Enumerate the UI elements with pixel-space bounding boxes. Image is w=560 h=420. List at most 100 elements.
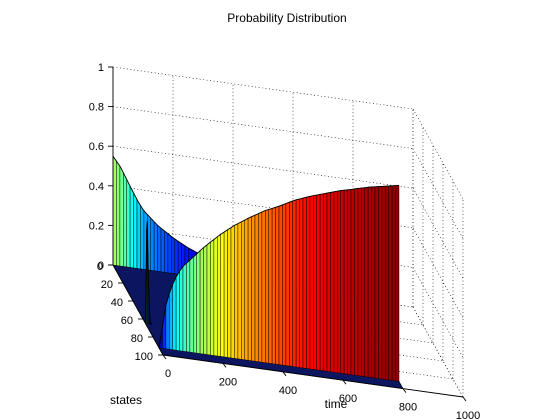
y-tick-label: 0	[97, 261, 103, 273]
surface-facet	[213, 236, 218, 357]
y-tick-label: 80	[131, 333, 143, 345]
surface-ribbon-state-92	[158, 184, 400, 382]
surface-facet	[306, 196, 311, 370]
surface-facet	[227, 227, 232, 359]
surface-facet	[354, 188, 359, 376]
x-tick-label: 400	[279, 385, 297, 397]
surface-facet	[129, 186, 134, 269]
surface-facet	[340, 189, 345, 374]
surface-facet	[123, 172, 127, 268]
grid-line-floor-time	[412, 306, 464, 398]
surface-facet	[172, 276, 177, 351]
surface-facet	[313, 194, 317, 371]
x-tick-label: 200	[219, 376, 237, 388]
surface-facet	[234, 223, 239, 360]
surface-facet	[160, 227, 165, 273]
surface-facet	[299, 197, 304, 369]
surface-facet	[282, 203, 287, 366]
z-tick-label: 0.4	[89, 181, 104, 193]
x-axis-label: time	[325, 397, 348, 411]
surface-facet	[395, 185, 400, 382]
surface-facet	[326, 192, 331, 373]
surface-facet	[309, 195, 314, 370]
z-tick-label: 0.2	[89, 220, 104, 232]
x-tick-label: 1000	[456, 410, 480, 420]
y-tick-label: 20	[101, 279, 113, 291]
surface-facet	[179, 265, 184, 352]
surface-facet	[230, 224, 235, 359]
surface-ridge-line	[145, 220, 152, 325]
surface-facet	[171, 235, 175, 274]
surface-facet	[167, 233, 172, 274]
surface-facet	[302, 196, 307, 369]
surface-facet	[241, 219, 245, 361]
surface-facet	[206, 241, 211, 356]
surface	[112, 155, 404, 389]
grid-line-back-level	[112, 145, 414, 189]
surface-facet	[337, 190, 341, 374]
surface-facet	[203, 244, 208, 355]
surface-facet	[385, 185, 389, 381]
y-tick-label: 40	[111, 297, 123, 309]
surface-facet	[133, 192, 138, 269]
surface-facet	[265, 209, 269, 364]
surface-facet	[323, 192, 328, 372]
surface-facet	[116, 160, 121, 267]
surface-facet	[333, 190, 338, 374]
surface-facet	[289, 200, 293, 367]
surface-facet	[217, 233, 221, 357]
x-tick-label: 600	[339, 393, 357, 405]
surface-facet	[295, 198, 300, 368]
surface-facet	[251, 214, 256, 362]
grid-line-side-level	[412, 188, 464, 279]
surface-facet	[350, 188, 355, 376]
surface-facet	[254, 213, 259, 362]
grid-line-side-level	[412, 108, 464, 200]
surface-facet	[119, 165, 124, 267]
x-tick-label: 0	[165, 368, 171, 380]
surface-facet	[186, 259, 191, 353]
surface-facet	[292, 199, 297, 368]
surface-facet	[271, 206, 276, 365]
z-tick-label: 0.8	[89, 102, 104, 114]
x-tick-mark	[282, 371, 287, 377]
grid-line-back-level	[112, 106, 414, 149]
surface-facet	[275, 205, 280, 365]
x-tick-mark	[462, 396, 467, 402]
grid-line-side-level	[412, 148, 464, 239]
surface-facet	[193, 253, 197, 354]
surface-facet	[268, 208, 273, 364]
surface-facet	[381, 185, 386, 380]
surface-facet	[378, 186, 383, 380]
x-tick-mark	[402, 388, 407, 393]
surface-facet	[316, 194, 321, 371]
surface-facet	[112, 155, 117, 266]
y-axis-label: states	[110, 393, 142, 407]
surface-facet	[244, 217, 249, 361]
chart-title: Probability Distribution	[227, 11, 346, 25]
y-tick-label: 100	[135, 351, 153, 363]
surface-facet	[285, 201, 290, 367]
surface-facet	[357, 187, 362, 377]
surface-facet	[220, 231, 225, 358]
surface-facet	[364, 186, 369, 378]
x-tick-mark	[222, 363, 227, 368]
surface-facet	[126, 179, 131, 268]
surface-facet	[153, 221, 158, 272]
surface-facet	[169, 284, 173, 350]
z-tick-label: 1	[98, 62, 104, 74]
surface-facet	[391, 185, 396, 382]
surface-facet	[210, 239, 215, 356]
surface-facet	[140, 204, 145, 270]
surface-facet	[258, 211, 263, 363]
surface-facet	[367, 186, 372, 378]
axis-line	[162, 354, 464, 398]
surface-facet	[261, 210, 266, 363]
z-tick-label: 0	[98, 260, 104, 272]
surface-facet	[223, 229, 228, 358]
x-tick-label: 800	[399, 402, 417, 414]
axes	[108, 66, 467, 402]
surface-facet	[196, 250, 201, 354]
surface-facet	[330, 191, 335, 373]
